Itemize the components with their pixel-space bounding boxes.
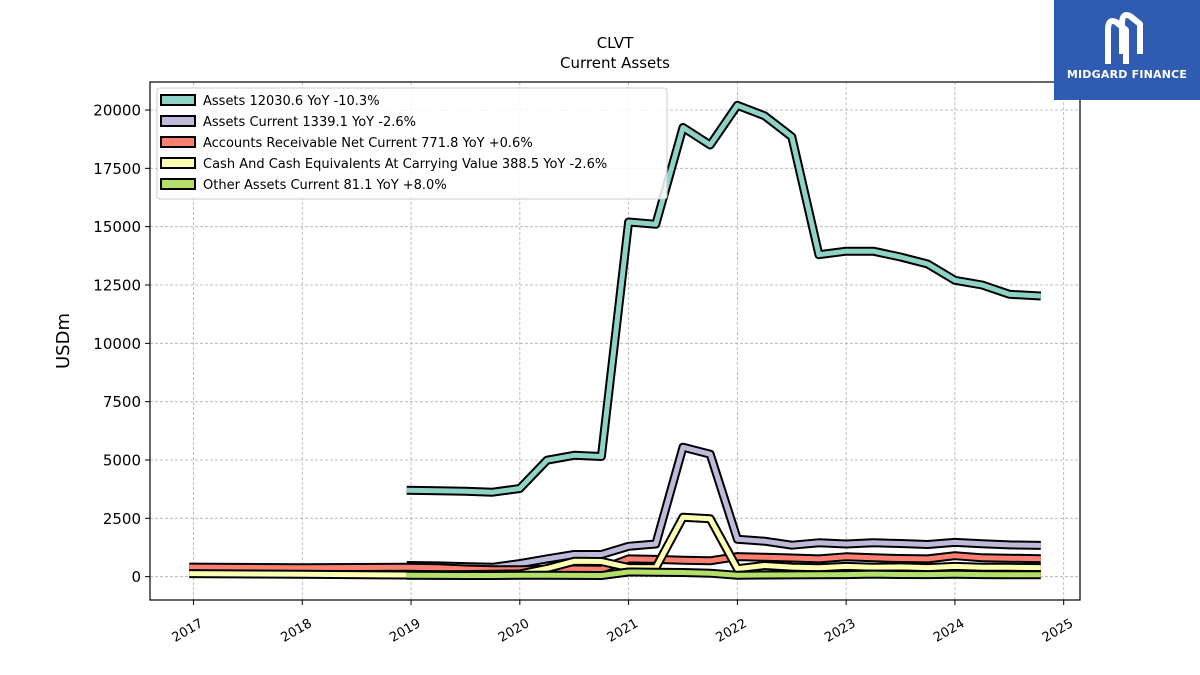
y-tick-label: 12500	[93, 277, 141, 295]
y-tick-label: 0	[131, 568, 141, 586]
plot-area-frame	[149, 81, 1081, 601]
y-axis-label: USDm	[53, 313, 74, 369]
legend-entry: Cash And Cash Equivalents At Carrying Va…	[203, 157, 607, 172]
x-tick-label: 2025	[1040, 616, 1076, 646]
y-tick-label: 17500	[93, 160, 141, 178]
legend-entry: Assets 12030.6 YoY -10.3%	[203, 94, 380, 109]
legend-entry: Accounts Receivable Net Current 771.8 Yo…	[203, 136, 533, 151]
series-line-1	[406, 444, 1041, 570]
series-line-2	[189, 553, 1041, 573]
y-tick-label: 15000	[93, 218, 141, 236]
legend-entry: Other Assets Current 81.1 YoY +8.0%	[203, 178, 447, 193]
series-line-4	[406, 569, 1041, 578]
brand-logo: MIDGARD FINANCE	[1054, 0, 1200, 100]
y-tick-label: 7500	[103, 393, 141, 411]
x-tick-label: 2019	[387, 616, 423, 646]
series-layer	[189, 100, 1042, 580]
x-tick-label: 2022	[714, 616, 750, 646]
y-tick-label: 10000	[93, 335, 141, 353]
x-tick-label: 2023	[822, 616, 858, 646]
legend-swatch	[160, 178, 196, 190]
chart-title: CLVT	[597, 34, 634, 52]
x-tick-label: 2024	[931, 616, 967, 646]
x-tick-label: 2018	[278, 616, 314, 646]
series-line-0	[406, 102, 1041, 495]
logo-text: MIDGARD FINANCE	[1066, 68, 1188, 81]
midgard-logo-icon	[1105, 12, 1143, 64]
legend-entry: Assets Current 1339.1 YoY -2.6%	[203, 115, 416, 130]
legend-swatch	[160, 115, 196, 127]
x-tick-label: 2020	[496, 616, 532, 646]
legend-swatch	[160, 94, 196, 106]
y-axis: 0 2500 5000 7500 10000 12500 15000 17500 20000	[93, 102, 150, 586]
legend-swatch	[160, 157, 196, 169]
x-tick-label: 2017	[170, 616, 206, 646]
legend-box	[156, 87, 668, 200]
y-tick-label: 2500	[103, 510, 141, 528]
chart-subtitle: Current Assets	[560, 54, 670, 72]
y-tick-label: 5000	[103, 452, 141, 470]
x-tick-label: 2021	[605, 616, 641, 646]
legend-swatch	[160, 136, 196, 148]
x-axis: 2017 2018 2019 2020 2021 2022 2023 2024 2025	[170, 600, 1076, 646]
y-tick-label: 20000	[93, 102, 141, 120]
legend: Assets 12030.6 YoY -10.3% Assets Current …	[156, 87, 668, 200]
